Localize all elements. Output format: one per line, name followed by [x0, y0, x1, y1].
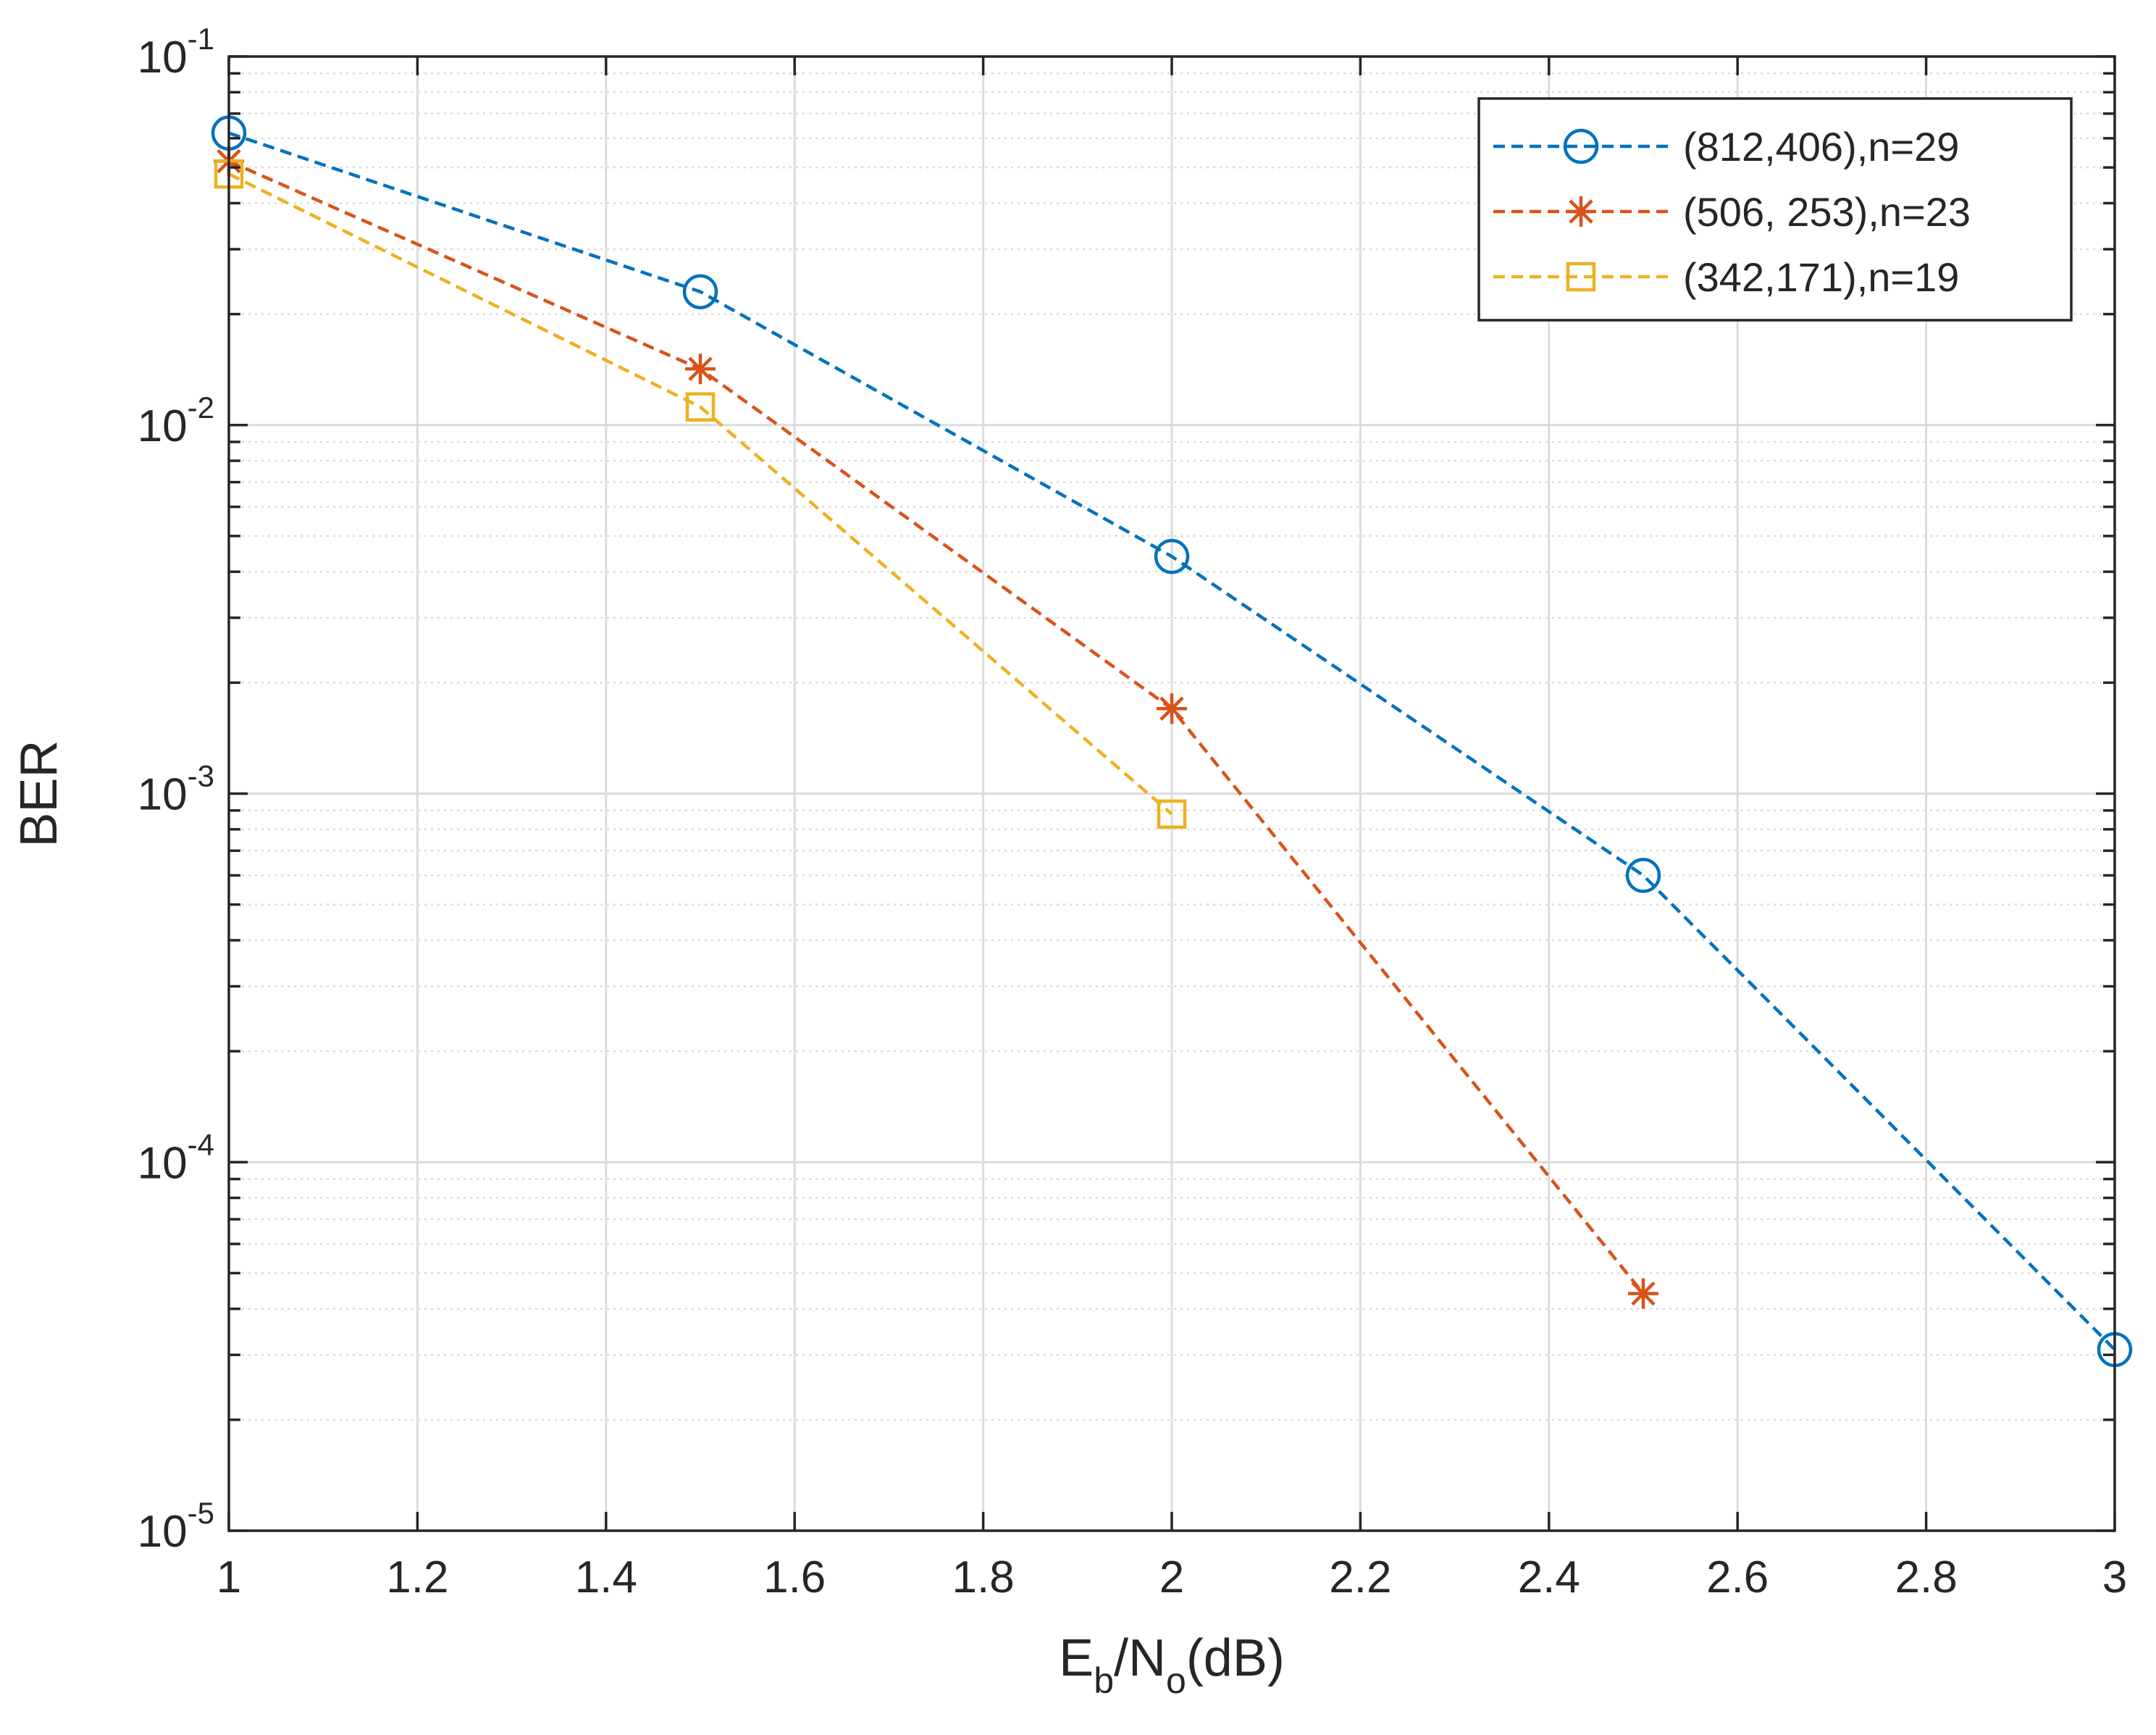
y-tick-label: 10-2 [138, 390, 214, 451]
y-tick-label: 10-4 [138, 1127, 214, 1188]
y-tick-label: 10-3 [138, 759, 214, 820]
data-point-circle [1625, 858, 1661, 893]
x-tick-label: 1.4 [575, 1552, 637, 1602]
legend-item: (812,406),n=29 [1493, 124, 1959, 170]
y-tick-labels: 10-1 10-2 10-3 10-4 10-5 [138, 22, 214, 1557]
data-point-asterisk [1566, 196, 1596, 227]
data-point-circle [682, 274, 718, 309]
legend-box [1477, 97, 2073, 322]
series-line [228, 159, 1645, 1295]
legend-label: (342,171),n=19 [1683, 254, 1959, 300]
x-tick-label: 2.8 [1895, 1552, 1957, 1602]
data-point-square [1157, 799, 1187, 829]
y-tick-label: 10-1 [138, 22, 214, 83]
x-tick-label: 1.6 [763, 1552, 826, 1602]
data-point-asterisk [1628, 1278, 1658, 1309]
legend-label: (812,406),n=29 [1683, 124, 1959, 170]
x-tick-label: 1.2 [386, 1552, 448, 1602]
data-point-square [1566, 262, 1596, 292]
x-tick-label: 2 [1159, 1552, 1184, 1602]
data-point-circle [1563, 128, 1599, 164]
series-line [228, 172, 1173, 816]
series-line [228, 131, 2116, 1351]
data-point-asterisk [685, 354, 716, 385]
data-point-circle [1154, 538, 1190, 574]
legend-item: (342,171),n=19 [1493, 254, 1959, 300]
x-tick-label: 2.6 [1706, 1552, 1769, 1602]
x-tick-label: 2.4 [1518, 1552, 1580, 1602]
x-tick-label: 2.2 [1329, 1552, 1391, 1602]
data-point-square [685, 392, 716, 422]
y-tick-label: 10-5 [138, 1496, 214, 1557]
legend-item: (506, 253),n=23 [1493, 189, 1971, 235]
x-tick-label: 1.8 [952, 1552, 1014, 1602]
x-tick-labels: 1 1.2 1.4 1.6 1.8 2 2.2 2.4 2.6 2.8 3 [217, 1552, 2127, 1602]
legend-label: (506, 253),n=23 [1683, 189, 1971, 235]
series-2 [214, 146, 1658, 1309]
x-tick-label: 1 [217, 1552, 241, 1602]
data-point-asterisk [1157, 693, 1187, 724]
x-axis-label: Eb/No(dB) [1059, 1629, 1285, 1701]
y-axis-label: BER [10, 740, 68, 847]
tick-marks [227, 55, 2116, 1532]
legend: (812,406),n=29 (506, 253),n=23 (342,171),n… [1477, 97, 2073, 322]
x-tick-label: 3 [2102, 1552, 2127, 1602]
